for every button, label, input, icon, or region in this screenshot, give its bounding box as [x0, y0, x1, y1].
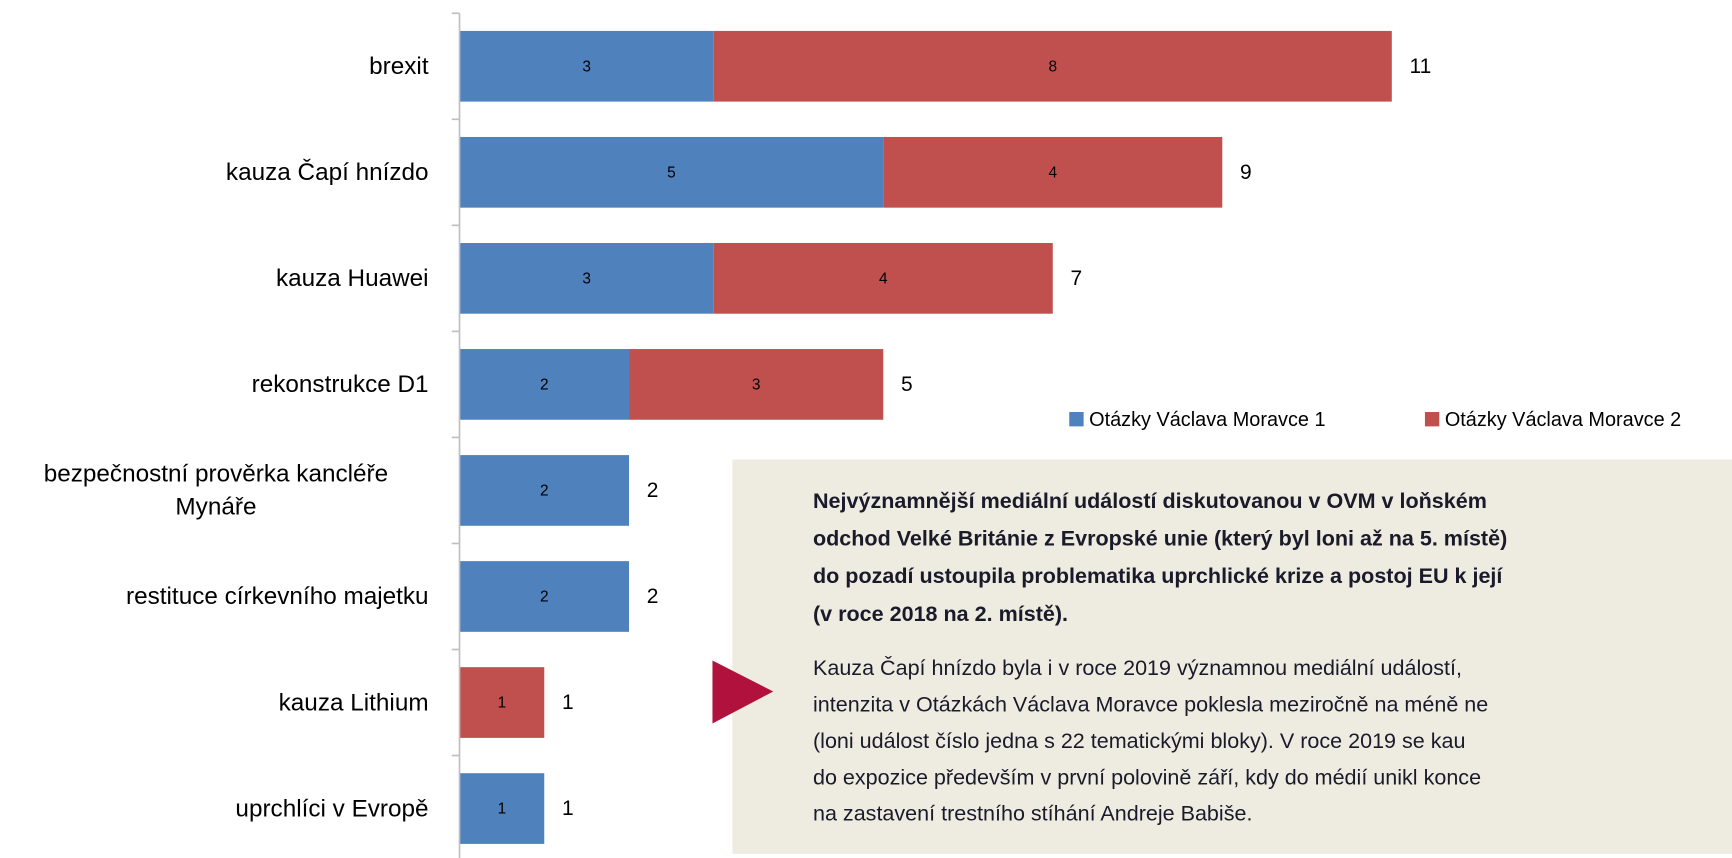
category-label: bezpečnostní prověrka kancléře Mynáře — [43, 459, 389, 521]
total-label: 1 — [562, 797, 574, 820]
category-label-box: rekonstrukce D1 — [0, 331, 429, 437]
total-label: 5 — [901, 373, 913, 396]
annotation-bold-line: (v roce 2018 na 2. místě). — [812, 602, 1069, 627]
bar-value-label: 1 — [498, 695, 507, 712]
arrow — [712, 660, 774, 724]
category-label-box: restituce církevního majetku — [0, 543, 429, 649]
total-label: 2 — [647, 585, 659, 608]
bar-value-label: 2 — [540, 589, 549, 606]
total-label: 2 — [647, 479, 659, 502]
category-label: rekonstrukce D1 — [251, 370, 429, 398]
total-label: 7 — [1070, 267, 1082, 290]
bar-segment — [713, 243, 1053, 314]
category-label-box: uprchlíci v Evropě — [0, 756, 429, 858]
bar-value-label: 3 — [752, 377, 761, 394]
category-label-box: kauza Lithium — [0, 650, 429, 756]
annotation-line: intenzita v Otázkách Václava Moravce pok… — [812, 692, 1489, 717]
bar-segment — [459, 30, 714, 102]
category-label: kauza Huawei — [275, 263, 429, 292]
category-label: kauza Čapí hnízdo — [225, 157, 429, 186]
legend-swatch — [1069, 412, 1084, 427]
category-label: restituce církevního majetku — [126, 582, 429, 610]
bar-value-label: 3 — [582, 58, 591, 75]
annotation-line: (loni událost číslo jedna s 22 tematický… — [812, 729, 1466, 754]
bar-segment — [459, 561, 630, 632]
annotation-bold-line: do pozadí ustoupila problematika uprchli… — [812, 564, 1503, 589]
bar-value-label: 1 — [498, 801, 507, 818]
annotation-bold-line: odchod Velké Británie z Evropské unie (k… — [812, 526, 1508, 552]
bar-value-label: 2 — [540, 377, 549, 394]
bar-segment — [459, 243, 714, 314]
legend-label: Otázky Václava Moravce 1 — [1089, 409, 1325, 431]
bar-value-label: 5 — [667, 165, 676, 182]
bar-value-label: 4 — [879, 271, 888, 288]
bar-segment — [459, 136, 884, 208]
annotation-bold-line: Nejvýznamnější mediální událostí diskuto… — [812, 489, 1487, 514]
bar-value-label: 3 — [582, 271, 591, 288]
legend-label: Otázky Václava Moravce 2 — [1445, 409, 1681, 431]
category-label-box: kauza Čapí hnízdo — [0, 119, 429, 225]
category-label-box: kauza Huawei — [0, 225, 429, 331]
legend-swatch — [1424, 412, 1440, 427]
annotation-box: Nejvýznamnější mediální událostí diskuto… — [732, 459, 1732, 854]
category-label-box: bezpečnostní prověrka kancléře Mynáře — [0, 437, 429, 543]
bar-segment — [459, 773, 545, 844]
bar-segment — [459, 349, 630, 420]
bar-segment — [883, 136, 1223, 208]
annotation-line: Kauza Čapí hnízdo byla i v roce 2019 výz… — [812, 656, 1462, 681]
bar-value-label: 2 — [540, 483, 549, 500]
bar-value-label: 4 — [1048, 165, 1057, 182]
bar-segment — [629, 349, 884, 420]
annotation-line: do expozice především v první polovině z… — [812, 765, 1482, 790]
category-label: kauza Lithium — [278, 688, 429, 716]
total-label: 9 — [1240, 161, 1252, 184]
total-label: 1 — [562, 691, 574, 714]
bar-segment — [459, 667, 545, 738]
category-label-box: brexit — [0, 13, 429, 119]
annotation-line: na zastavení trestního stíhání Andreje B… — [812, 801, 1253, 827]
category-label: brexit — [369, 51, 429, 80]
total-label: 11 — [1409, 55, 1431, 78]
bar-segment — [713, 30, 1392, 102]
bar-segment — [459, 455, 630, 526]
category-label: uprchlíci v Evropě — [235, 794, 429, 822]
bar-value-label: 8 — [1048, 58, 1057, 75]
